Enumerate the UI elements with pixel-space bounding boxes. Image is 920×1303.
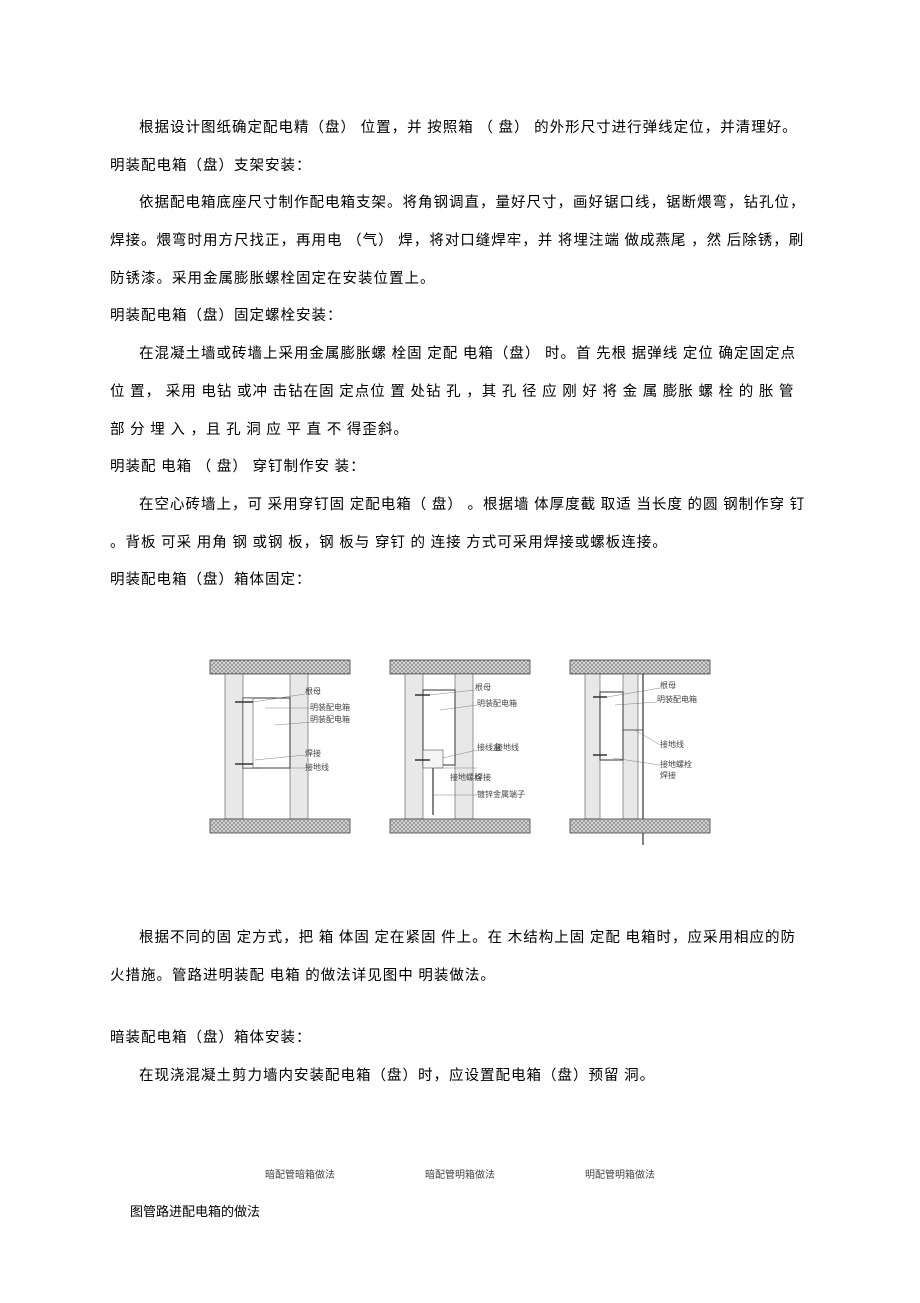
diagram-1: 根母 明装配电箱 明装配电箱 焊接 接地线: [205, 650, 355, 850]
heading-3: 明装配 电箱 （ 盘） 穿钉制作安 装：: [110, 449, 810, 487]
d3-label-2: 明装配电箱: [657, 694, 697, 704]
bottom-caption: 图管路进配电箱的做法: [130, 1201, 810, 1220]
d2-label-2: 明装配电箱: [477, 698, 517, 708]
diagram-row: 根母 明装配电箱 明装配电箱 焊接 接地线 根母: [110, 650, 810, 850]
heading-1: 明装配电箱（盘）支架安装：: [110, 148, 810, 186]
paragraph-6: 在现浇混凝土剪力墙内安装配电箱（盘）时，应设置配电箱（盘）预留 洞。: [110, 1058, 810, 1096]
paragraph-3: 在混凝土墙或砖墙上采用金属膨胀螺 栓固 定配 电箱（盘） 时。首 先根 据弹线 …: [110, 336, 810, 449]
d1-label-4: 焊接: [305, 748, 321, 758]
d1-label-2: 明装配电箱: [310, 702, 350, 712]
d2-label-6: 焊接: [475, 772, 491, 782]
d2-label-4: 接地线: [495, 742, 519, 752]
heading-2: 明装配电箱（盘）固定螺栓安装：: [110, 298, 810, 336]
d3-label-5: 焊接: [660, 770, 676, 780]
diagram-2: 根母 明装配电箱 接线盒 接地线 接地螺栓 焊接 镀锌金属端子: [385, 650, 535, 850]
d3-label-4: 接地螺栓: [660, 759, 692, 769]
paragraph-2: 依据配电箱底座尺寸制作配电箱支架。将角钢调直，量好尺寸，画好锯口线，锯断煨弯，钻…: [110, 185, 810, 298]
d3-label-1: 根母: [660, 680, 676, 690]
heading-5: 暗装配电箱（盘）箱体安装：: [110, 1020, 810, 1058]
paragraph-4: 在空心砖墙上，可 采用穿钉固 定配电箱（ 盘） 。根据墙 体厚度截 取适 当长度…: [110, 487, 810, 562]
paragraph-1: 根据设计图纸确定配电精（盘） 位置，并 按照箱 （ 盘） 的外形尺寸进行弹线定位…: [110, 110, 810, 148]
diagram-3: 根母 明装配电箱 接地线 接地螺栓 焊接: [565, 650, 715, 850]
heading-4: 明装配电箱（盘）箱体固定：: [110, 562, 810, 600]
d2-label-1: 根母: [475, 682, 491, 692]
d1-label-3: 明装配电箱: [310, 714, 350, 724]
caption-3: 明配管明箱做法: [585, 1166, 655, 1181]
paragraph-5: 根据不同的固 定方式，把 箱 体固 定在紧固 件上。在 木结构上固 定配 电箱时…: [110, 920, 810, 995]
d1-label-5: 接地线: [305, 762, 329, 772]
d3-label-3: 接地线: [660, 739, 684, 749]
caption-1: 暗配管暗箱做法: [265, 1166, 335, 1181]
caption-2: 暗配管明箱做法: [425, 1166, 495, 1181]
caption-row: 暗配管暗箱做法 暗配管明箱做法 明配管明箱做法: [110, 1166, 810, 1181]
d2-label-7: 镀锌金属端子: [477, 789, 525, 799]
d1-label-1: 根母: [305, 686, 321, 696]
